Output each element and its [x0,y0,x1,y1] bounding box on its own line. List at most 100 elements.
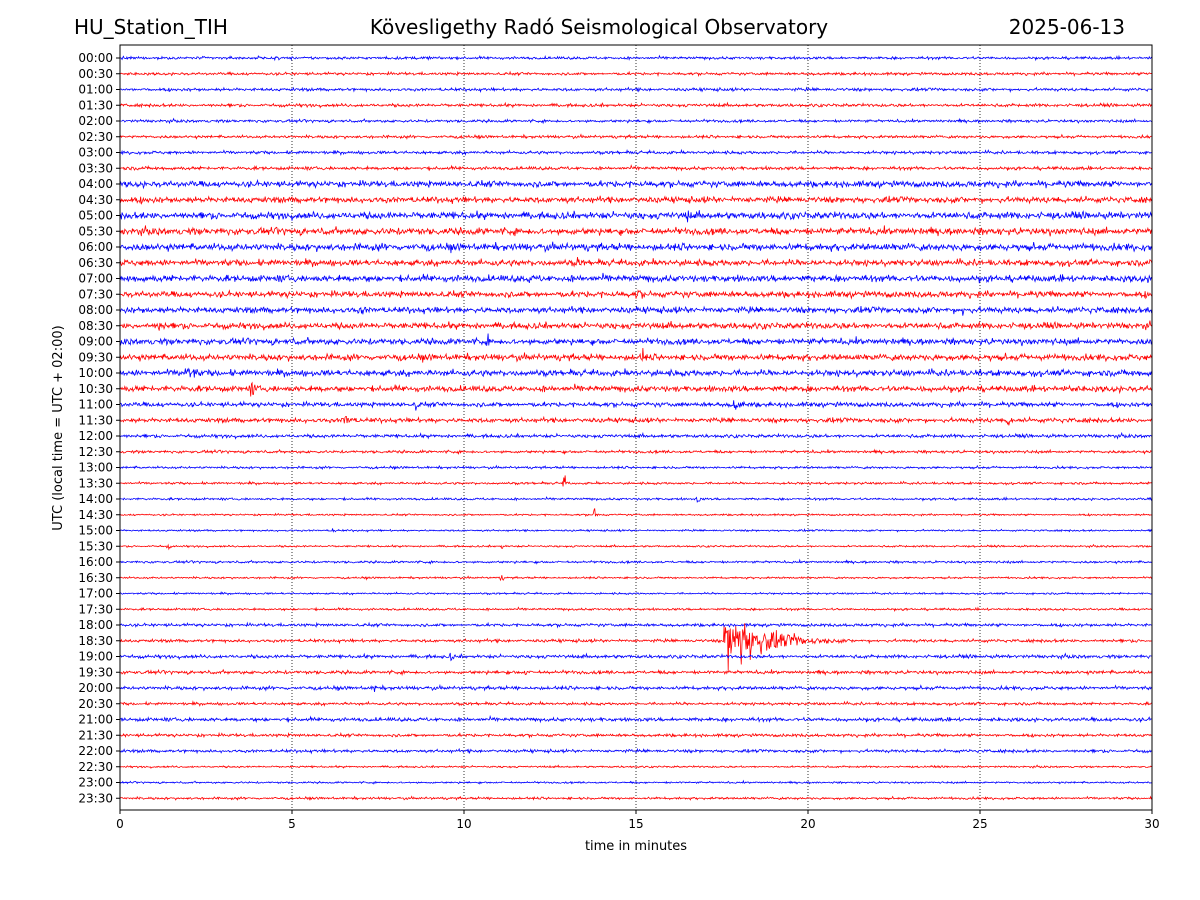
trace-2100 [119,714,1153,724]
trace-1900 [119,652,1152,662]
trace-1830 [119,623,1153,671]
trace-0900 [119,333,1153,347]
trace-2300 [119,779,1153,785]
trace-1700 [119,591,1153,596]
trace-1130 [119,415,1153,426]
y-tick-label: 19:00 [78,650,113,664]
seismogram-traces [119,54,1153,801]
date-label: 2025-06-13 [1008,15,1125,39]
grid-lines [291,45,981,810]
trace-0100 [119,86,1153,94]
trace-0130 [119,101,1153,109]
trace-0630 [119,256,1153,268]
station-label: HU_Station_TIH [74,15,228,39]
y-tick-label: 14:00 [78,492,113,506]
trace-0530 [119,225,1153,237]
trace-2030 [119,700,1153,708]
y-tick-label: 07:00 [78,272,113,286]
trace-1930 [119,668,1153,677]
y-tick-label: 15:00 [78,524,113,538]
y-tick-label: 14:30 [78,508,113,522]
chart-title: Kövesligethy Radó Seismological Observat… [369,15,829,39]
trace-0030 [119,70,1153,78]
trace-0700 [119,272,1153,284]
y-tick-label: 12:00 [78,429,113,443]
x-tick-label: 30 [1144,817,1159,831]
x-axis: 0 5 10 15 20 25 30 [116,810,1160,831]
trace-0730 [119,289,1153,300]
trace-0200 [119,117,1153,125]
trace-0800 [119,305,1153,316]
y-tick-label: 18:00 [78,618,113,632]
trace-1600 [119,558,1153,565]
trace-0930 [119,348,1153,363]
y-tick-label: 10:00 [78,366,113,380]
y-tick-label: 00:30 [78,67,113,81]
trace-1630 [119,575,1153,582]
trace-1800 [119,621,1153,629]
y-tick-label: 13:00 [78,461,113,475]
trace-1730 [119,606,1153,612]
trace-1530 [119,543,1153,551]
trace-0230 [119,133,1153,140]
trace-1030 [119,381,1153,397]
y-tick-label: 11:30 [78,413,113,427]
trace-1400 [119,496,1153,503]
y-tick-label: 21:00 [78,713,113,727]
y-tick-label: 09:00 [78,335,113,349]
y-tick-label: 02:30 [78,130,113,144]
trace-1300 [119,464,1153,471]
y-tick-label: 05:00 [78,209,113,223]
trace-2330 [119,795,1153,801]
trace-0400 [119,178,1153,190]
trace-2200 [119,747,1153,755]
y-tick-label: 02:00 [78,114,113,128]
trace-2230 [119,764,1153,769]
y-tick-label: 21:30 [78,728,113,742]
trace-0300 [119,148,1153,156]
y-tick-label: 04:00 [78,177,113,191]
y-tick-label: 09:30 [78,350,113,364]
y-tick-label: 22:00 [78,744,113,758]
y-tick-label: 08:30 [78,319,113,333]
trace-2000 [119,683,1153,693]
x-tick-label: 20 [800,817,815,831]
x-tick-label: 0 [116,817,124,831]
trace-0430 [119,195,1153,205]
x-tick-label: 15 [628,817,643,831]
trace-1100 [119,400,1153,411]
trace-0000 [119,54,1153,62]
trace-2130 [119,731,1153,739]
y-tick-label: 03:30 [78,161,113,175]
y-tick-label: 05:30 [78,224,113,238]
y-tick-label: 17:30 [78,602,113,616]
y-tick-label: 13:30 [78,476,113,490]
y-tick-label: 06:30 [78,256,113,270]
y-tick-label: 15:30 [78,539,113,553]
y-tick-label: 23:00 [78,776,113,790]
y-tick-label: 20:30 [78,697,113,711]
y-tick-label: 18:30 [78,634,113,648]
y-tick-label: 03:00 [78,146,113,160]
y-tick-label: 12:30 [78,445,113,459]
trace-1000 [119,367,1153,379]
x-tick-label: 5 [288,817,296,831]
trace-0830 [119,320,1153,331]
y-tick-label: 17:00 [78,587,113,601]
trace-1200 [119,431,1153,440]
trace-0330 [119,164,1153,172]
x-axis-label: time in minutes [585,839,687,854]
y-tick-label: 00:00 [78,51,113,65]
x-tick-label: 25 [972,817,987,831]
y-tick-label: 11:00 [78,398,113,412]
y-tick-label: 08:00 [78,303,113,317]
trace-1500 [119,528,1153,533]
y-tick-label: 22:30 [78,760,113,774]
y-tick-label: 23:30 [78,791,113,805]
trace-1230 [119,448,1153,456]
x-tick-label: 10 [456,817,471,831]
y-tick-label: 20:00 [78,681,113,695]
trace-0500 [119,210,1153,223]
